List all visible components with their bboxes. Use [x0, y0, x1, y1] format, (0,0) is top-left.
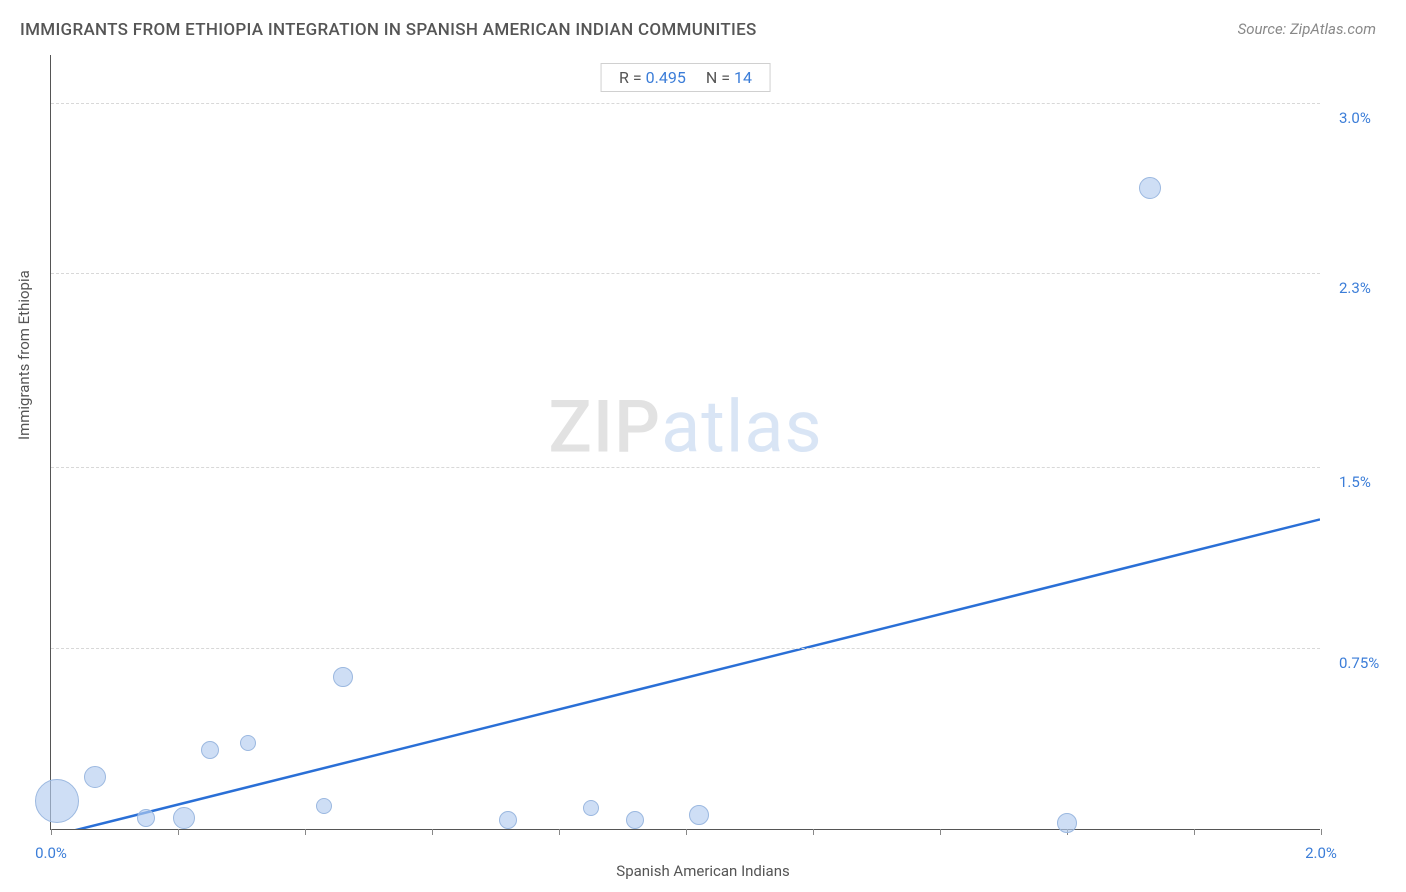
data-point — [583, 800, 599, 816]
y-axis-label: Immigrants from Ethiopia — [15, 270, 33, 440]
stat-n-value: 14 — [734, 68, 752, 87]
watermark-zip: ZIP — [548, 384, 661, 469]
data-point — [689, 805, 709, 825]
data-point — [173, 807, 195, 829]
x-tick — [1194, 829, 1195, 835]
stat-r-value: 0.495 — [646, 68, 686, 87]
watermark-atlas: atlas — [661, 384, 823, 469]
source-name: ZipAtlas.com — [1290, 20, 1376, 38]
x-axis-label: Spanish American Indians — [616, 862, 789, 880]
source-prefix: Source: — [1238, 20, 1290, 38]
plot-area: ZIPatlas R = 0.495 N = 14 0.75%1.5%2.3%3… — [50, 55, 1320, 830]
data-point — [499, 811, 517, 829]
stat-r: R = 0.495 — [619, 68, 686, 87]
data-point — [137, 809, 155, 827]
trendline — [51, 519, 1320, 829]
data-point — [626, 811, 644, 829]
chart-container: ZIPatlas R = 0.495 N = 14 0.75% 1.5% 2.3% 3… — [50, 55, 1376, 852]
header-bar: IMMIGRANTS FROM ETHIOPIA INTEGRATION IN … — [0, 0, 1406, 50]
x-tick-label: 2.0% — [1305, 844, 1337, 862]
x-tick — [178, 829, 179, 835]
gridline-h — [51, 648, 1320, 649]
gridline-h — [51, 103, 1320, 104]
x-tick — [559, 829, 560, 835]
watermark-logo: ZIPatlas — [548, 384, 822, 469]
x-tick-label: 0.0% — [35, 844, 67, 862]
data-point — [333, 667, 353, 687]
x-tick — [51, 829, 52, 835]
x-tick — [686, 829, 687, 835]
data-point — [316, 798, 332, 814]
y-tick-label: 2.3% — [1339, 279, 1371, 297]
x-tick — [432, 829, 433, 835]
data-point — [84, 766, 106, 788]
y-tick-label: 0.75% — [1339, 654, 1379, 672]
chart-title: IMMIGRANTS FROM ETHIOPIA INTEGRATION IN … — [20, 20, 757, 40]
gridline-h — [51, 273, 1320, 274]
x-tick — [1321, 829, 1322, 835]
data-point — [201, 741, 219, 759]
data-point — [1057, 813, 1077, 833]
stats-box: R = 0.495 N = 14 — [600, 63, 771, 92]
source-attribution: Source: ZipAtlas.com — [1238, 20, 1376, 38]
data-point — [240, 735, 256, 751]
x-tick — [305, 829, 306, 835]
gridline-h — [51, 467, 1320, 468]
trendline-svg — [51, 55, 1320, 829]
data-point — [35, 779, 79, 823]
stat-n-label: N = — [706, 68, 730, 87]
data-point — [1139, 177, 1161, 199]
x-tick — [940, 829, 941, 835]
stat-n: N = 14 — [706, 68, 752, 87]
stat-r-label: R = — [619, 68, 642, 87]
y-tick-label: 3.0% — [1339, 109, 1371, 127]
y-tick-label: 1.5% — [1339, 473, 1371, 491]
x-tick — [813, 829, 814, 835]
